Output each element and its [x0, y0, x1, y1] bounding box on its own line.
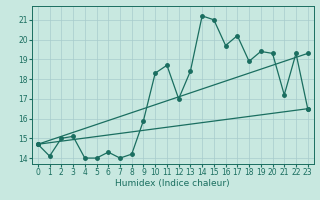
- X-axis label: Humidex (Indice chaleur): Humidex (Indice chaleur): [116, 179, 230, 188]
